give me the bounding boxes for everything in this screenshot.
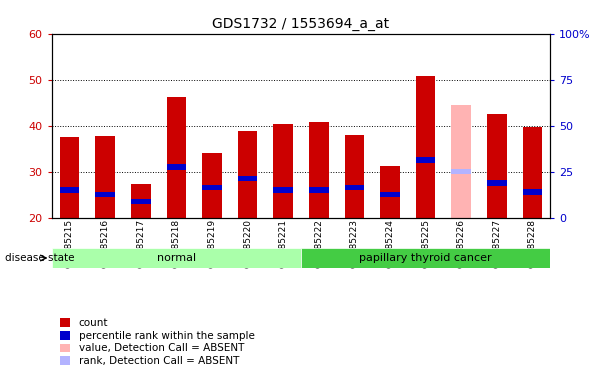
Legend: count, percentile rank within the sample, value, Detection Call = ABSENT, rank, : count, percentile rank within the sample…	[60, 318, 255, 366]
Bar	[95, 192, 115, 197]
Bar	[416, 158, 435, 163]
Bar	[131, 199, 151, 204]
Bar	[202, 185, 222, 190]
Bar	[202, 153, 222, 218]
Bar	[451, 105, 471, 218]
Bar	[95, 136, 115, 218]
Bar	[167, 97, 186, 218]
Bar	[274, 187, 293, 193]
Text: normal: normal	[157, 253, 196, 263]
Bar	[238, 131, 257, 218]
Bar	[416, 76, 435, 217]
Bar	[131, 184, 151, 218]
Bar	[380, 166, 400, 218]
Bar	[301, 248, 550, 268]
Title: GDS1732 / 1553694_a_at: GDS1732 / 1553694_a_at	[212, 17, 390, 32]
Bar	[345, 135, 364, 218]
Bar	[380, 192, 400, 197]
Bar	[274, 124, 293, 218]
Text: disease state: disease state	[5, 253, 74, 263]
Bar	[60, 137, 79, 218]
Bar	[523, 189, 542, 195]
Bar	[309, 122, 328, 218]
Text: papillary thyroid cancer: papillary thyroid cancer	[359, 253, 492, 263]
Bar	[167, 164, 186, 170]
Bar	[523, 126, 542, 218]
Bar	[487, 180, 506, 186]
Bar	[345, 185, 364, 190]
Bar	[309, 187, 328, 193]
Bar	[451, 169, 471, 174]
Bar	[238, 176, 257, 181]
Bar	[60, 187, 79, 193]
Bar	[487, 114, 506, 218]
Bar	[52, 248, 301, 268]
